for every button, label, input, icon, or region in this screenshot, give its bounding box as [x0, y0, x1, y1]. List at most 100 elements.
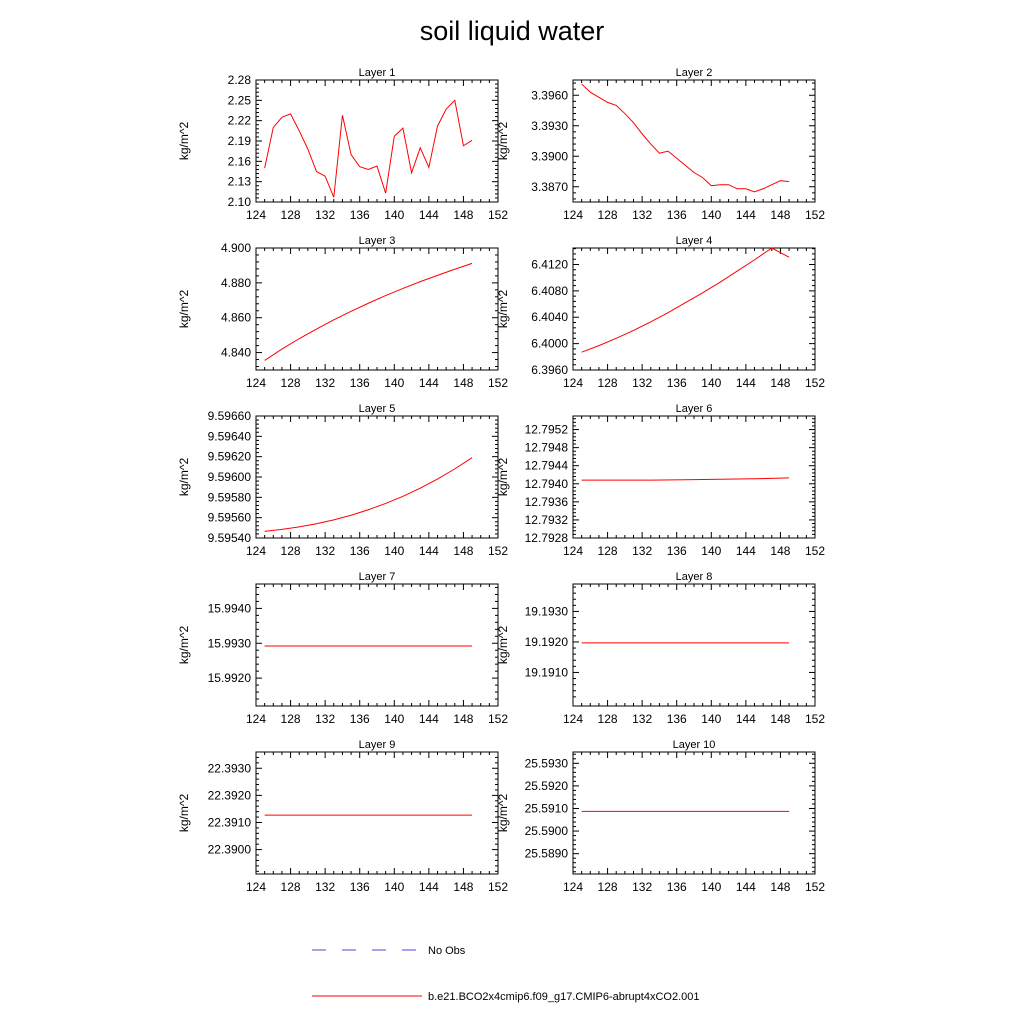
y-tick-label: 9.59640 [208, 429, 252, 443]
x-tick-label: 136 [350, 208, 370, 222]
x-tick-label: 132 [315, 544, 335, 558]
y-tick-label: 4.840 [221, 346, 251, 360]
x-tick-label: 140 [384, 880, 404, 894]
panel-7: Layer 7 124 128 132 136 140 144 148 152 15.9920 15… [177, 571, 508, 726]
x-tick-label: 132 [632, 208, 652, 222]
x-tick-label: 144 [419, 880, 439, 894]
x-tick-label: 124 [563, 712, 583, 726]
series-line [581, 477, 790, 481]
x-tick-label: 140 [701, 376, 721, 390]
y-tick-label: 6.4040 [531, 310, 568, 324]
plot-frame [572, 751, 816, 875]
y-axis-title: kg/m^2 [177, 122, 191, 161]
y-tick-label: 9.59620 [208, 450, 252, 464]
x-tick-label: 124 [563, 376, 583, 390]
y-tick-label: 6.4080 [531, 284, 568, 298]
panel-9: Layer 9 124 128 132 136 140 144 148 152 22.3900 22… [177, 739, 508, 894]
x-tick-label: 148 [770, 208, 790, 222]
x-tick-label: 124 [563, 208, 583, 222]
y-tick-label: 12.7948 [525, 441, 569, 455]
y-tick-label: 22.3900 [208, 843, 252, 857]
x-tick-label: 124 [246, 880, 266, 894]
x-tick-label: 152 [488, 880, 508, 894]
y-tick-label: 12.7952 [525, 423, 569, 437]
x-tick-label: 148 [453, 544, 473, 558]
x-tick-label: 140 [701, 880, 721, 894]
y-tick-label: 9.59560 [208, 511, 252, 525]
x-tick-label: 148 [770, 712, 790, 726]
x-tick-label: 132 [632, 880, 652, 894]
y-tick-label: 4.900 [221, 241, 251, 255]
x-tick-label: 128 [281, 376, 301, 390]
x-tick-label: 148 [770, 376, 790, 390]
y-tick-label: 19.1920 [525, 635, 569, 649]
x-tick-label: 152 [488, 544, 508, 558]
x-tick-label: 144 [419, 208, 439, 222]
panel-10: Layer 10 124 128 132 136 140 144 148 152 25.5890 2… [496, 739, 825, 894]
x-tick-label: 140 [384, 544, 404, 558]
series-line [264, 457, 473, 532]
x-tick-label: 128 [281, 208, 301, 222]
x-tick-label: 132 [315, 880, 335, 894]
y-tick-label: 2.16 [228, 154, 252, 168]
series-line [264, 99, 473, 198]
x-tick-label: 124 [246, 712, 266, 726]
panel-title: Layer 8 [676, 571, 713, 583]
x-tick-label: 132 [315, 208, 335, 222]
x-tick-label: 136 [667, 376, 687, 390]
x-tick-label: 148 [770, 544, 790, 558]
x-tick-label: 144 [736, 544, 756, 558]
y-tick-label: 2.10 [228, 195, 252, 209]
panel-title: Layer 10 [673, 739, 716, 751]
x-tick-label: 144 [736, 208, 756, 222]
x-tick-label: 140 [384, 376, 404, 390]
x-tick-label: 136 [667, 880, 687, 894]
x-tick-label: 144 [736, 376, 756, 390]
x-tick-label: 128 [598, 376, 618, 390]
x-tick-label: 136 [667, 208, 687, 222]
series-line [581, 247, 790, 353]
x-tick-label: 152 [805, 712, 825, 726]
y-tick-label: 3.3960 [531, 88, 568, 102]
y-axis-title: kg/m^2 [496, 626, 510, 665]
plot-frame [255, 415, 499, 539]
plot-frame [255, 79, 499, 203]
plot-frame [572, 247, 816, 371]
plot-frame [572, 583, 816, 707]
y-axis-title: kg/m^2 [496, 290, 510, 329]
x-tick-label: 136 [350, 712, 370, 726]
y-tick-label: 12.7944 [525, 459, 569, 473]
y-tick-label: 2.19 [228, 134, 252, 148]
y-tick-label: 2.22 [228, 114, 252, 128]
legend-label-model: b.e21.BCO2x4cmip6.f09_g17.CMIP6-abrupt4x… [428, 991, 700, 1003]
x-tick-label: 152 [488, 208, 508, 222]
y-tick-label: 25.5890 [525, 847, 569, 861]
panel-1: Layer 1 124 128 132 136 140 144 148 152 2.10 2.13 2… [177, 67, 508, 222]
legend-label-no-obs: No Obs [428, 945, 466, 957]
y-tick-label: 22.3930 [208, 761, 252, 775]
panel-title: Layer 7 [359, 571, 396, 583]
y-axis-title: kg/m^2 [177, 458, 191, 497]
x-tick-label: 136 [350, 544, 370, 558]
y-tick-label: 3.3900 [531, 149, 568, 163]
x-tick-label: 136 [667, 544, 687, 558]
y-tick-label: 3.3930 [531, 119, 568, 133]
y-tick-label: 9.59540 [208, 531, 252, 545]
panel-title: Layer 9 [359, 739, 396, 751]
y-axis-title: kg/m^2 [177, 626, 191, 665]
y-axis-title: kg/m^2 [496, 458, 510, 497]
x-tick-label: 132 [632, 544, 652, 558]
plot-frame [255, 751, 499, 875]
plot-frame [572, 79, 816, 203]
x-tick-label: 144 [736, 880, 756, 894]
x-tick-label: 152 [488, 376, 508, 390]
y-tick-label: 9.59600 [208, 470, 252, 484]
y-tick-label: 15.9920 [208, 671, 252, 685]
panel-title: Layer 6 [676, 403, 713, 415]
y-axis-title: kg/m^2 [496, 122, 510, 161]
panel-3: Layer 3 124 128 132 136 140 144 148 152 4.840 4.86… [177, 235, 508, 390]
x-tick-label: 152 [805, 208, 825, 222]
y-tick-label: 6.3960 [531, 363, 568, 377]
x-tick-label: 128 [598, 208, 618, 222]
panel-title: Layer 4 [676, 235, 713, 247]
